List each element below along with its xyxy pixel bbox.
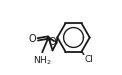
Text: O: O [29, 34, 36, 44]
Text: Cl: Cl [84, 55, 93, 64]
Text: O: O [49, 37, 56, 47]
Text: NH$_2$: NH$_2$ [33, 54, 51, 67]
